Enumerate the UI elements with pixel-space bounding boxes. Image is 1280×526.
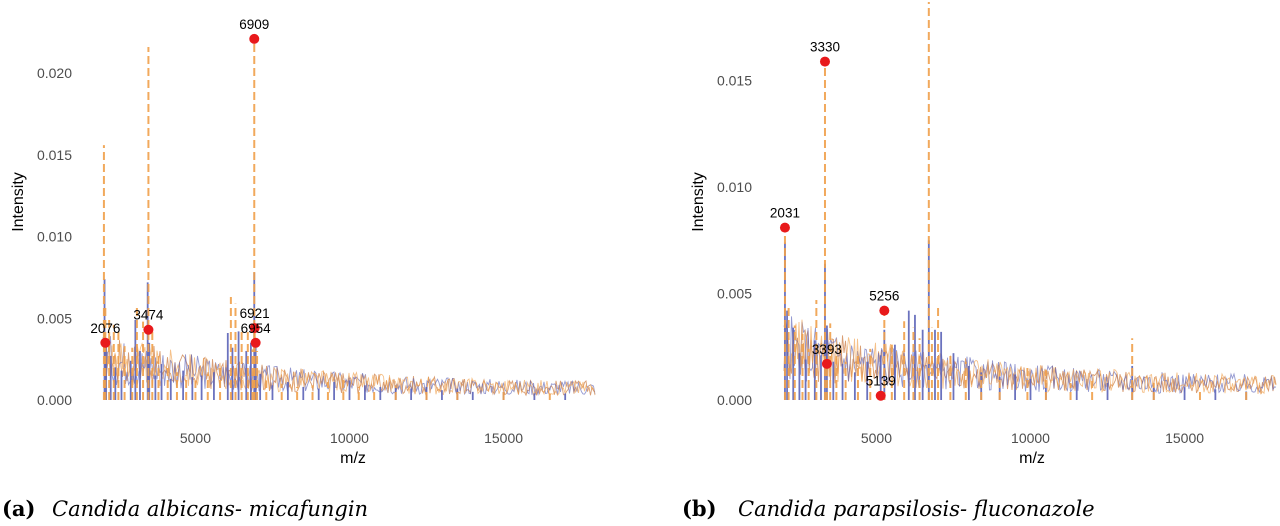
panel-a-peak-label: 6921 <box>240 306 270 321</box>
panel-a-y-tick-label: 0.000 <box>37 392 72 408</box>
panel-a-y-tick-label: 0.010 <box>37 229 72 245</box>
panel-b-y-axis-title: Intensity <box>690 172 707 232</box>
panel-b-peak-marker <box>819 56 830 67</box>
panel-a-series <box>102 38 596 400</box>
panel-a-peak-marker <box>143 324 154 335</box>
panel-b-y-tick-label: 0.005 <box>717 286 752 302</box>
panel-b-y-tick-label: 0.015 <box>717 73 752 89</box>
panel-b-series <box>783 2 1277 400</box>
panel-a-x-tick-label: 10000 <box>330 430 369 446</box>
panel-b-x-tick-label: 5000 <box>861 430 892 446</box>
panel-a-x-tick-label: 5000 <box>180 430 211 446</box>
panel-b-y-tick-label: 0.000 <box>717 392 752 408</box>
panel-a-peak-marker <box>100 337 111 348</box>
panel-b-peak-label: 3330 <box>810 40 840 55</box>
panel-b-peak-label: 5256 <box>869 289 899 304</box>
panel-b-peak-marker <box>779 222 790 233</box>
panel-a-y-axis-title: Intensity <box>10 172 27 232</box>
panel-b-peak-marker <box>875 390 886 401</box>
panel-a-caption-letter: (a) <box>2 496 35 521</box>
panel-a-peak-label: 3474 <box>133 308 164 323</box>
panel-b-baseline-noise <box>783 323 1277 395</box>
panel-b-y-tick-label: 0.010 <box>717 179 752 195</box>
panel-b-chart: 3330 2031 5256 3393 5139 5000 10000 15000 0.000… <box>682 2 1277 521</box>
panel-b-caption-text: Candida parapsilosis- fluconazole <box>738 497 1095 521</box>
panel-b-x-axis-title: m/z <box>1019 450 1045 467</box>
panel-b-ticks: 5000 10000 15000 0.000 0.005 0.010 0.015 <box>717 73 1204 446</box>
panel-a-y-tick-label: 0.015 <box>37 147 72 163</box>
panel-a-y-tick-label: 0.020 <box>37 65 72 81</box>
panel-b-x-tick-label: 15000 <box>1165 430 1204 446</box>
panel-b-caption-letter: (b) <box>682 496 717 521</box>
panel-b-peak-label: 5139 <box>866 374 896 389</box>
panel-b-x-tick-label: 10000 <box>1011 430 1050 446</box>
panel-a-x-tick-label: 15000 <box>484 430 523 446</box>
panel-a-x-axis-title: m/z <box>340 450 366 467</box>
panel-a-peak-label: 6954 <box>241 321 272 336</box>
panel-a-peak-marker <box>249 323 260 334</box>
panel-b-peak-marker <box>821 358 832 369</box>
panel-b-peak-label: 2031 <box>770 206 800 221</box>
panel-a-baseline-noise <box>102 342 596 397</box>
panel-a-ticks: 5000 10000 15000 0.000 0.005 0.010 0.015 0.020 <box>37 65 523 446</box>
panel-a-peak-marker <box>250 337 261 348</box>
panel-a-caption-text: Candida albicans- micafungin <box>52 497 368 521</box>
panel-b-annotations: 3330 2031 5256 3393 5139 <box>770 40 899 401</box>
panel-a-peak-label: 2076 <box>90 321 120 336</box>
panel-a-y-tick-label: 0.005 <box>37 310 72 326</box>
panel-a-peak-marker <box>249 33 260 44</box>
panel-b-peak-marker <box>879 305 890 316</box>
panel-b-peak-label: 3393 <box>812 342 842 357</box>
panel-a-peak-label: 6909 <box>239 17 269 32</box>
